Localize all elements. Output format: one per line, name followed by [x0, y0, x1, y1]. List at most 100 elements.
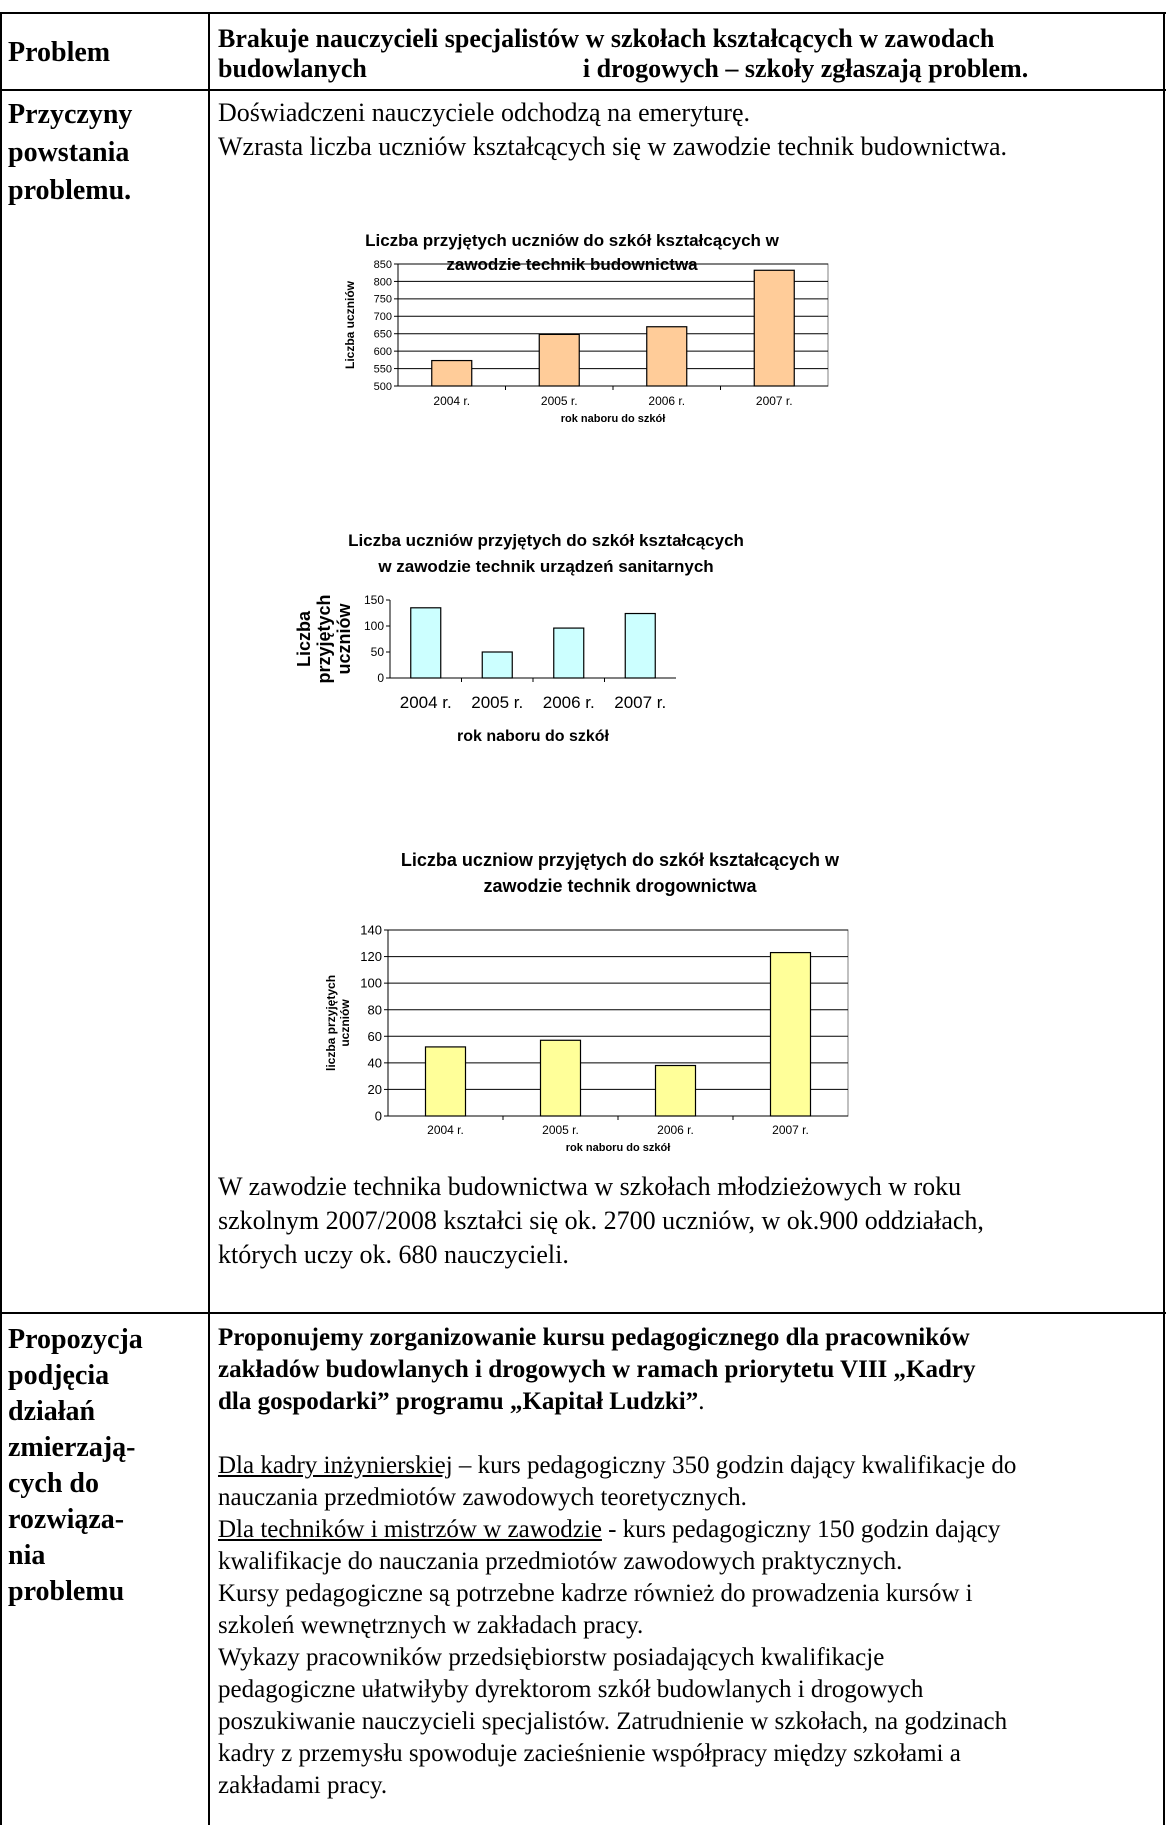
proposal-p2: Dla techników i mistrzów w zawodzie - ku… [218, 1514, 1162, 1578]
causes-summary: W zawodzie technika budownictwa w szkoła… [218, 1170, 1162, 1272]
y-tick-label: 500 [374, 381, 392, 393]
x-axis-label: rok naboru do szkół [566, 1142, 671, 1154]
proposal-p4: Wykazy pracowników przedsiębiorstw posia… [218, 1642, 1162, 1802]
x-tick-label: 2007 r. [756, 394, 793, 408]
proposal-bold-line-3a: dla gospodarki” programu „Kapitał Ludzki… [218, 1388, 699, 1415]
y-tick-label: 20 [368, 1082, 382, 1097]
bar [410, 607, 442, 679]
problem-line-2b: i drogowych – szkoły zgłaszają problem. [582, 54, 1029, 83]
proposal-p2-line-2: kwalifikacje do nauczania przedmiotów za… [218, 1548, 903, 1575]
proposal-p3: Kursy pedagogiczne są potrzebne kadrze r… [218, 1578, 1162, 1642]
proposal-p4-line-2: pedagogiczne ułatwiłyby dyrektorom szkół… [218, 1676, 924, 1703]
bar [481, 651, 513, 679]
causes-label: Przyczyny powstania problemu. [8, 96, 208, 210]
x-tick-label: 2004 r. [400, 693, 452, 712]
y-tick-label: 50 [371, 645, 385, 659]
proposal-p1-line-2: nauczania przedmiotów zawodowych teorety… [218, 1484, 747, 1511]
y-tick-label: 700 [374, 311, 392, 323]
x-tick-label: 2005 r. [542, 1123, 579, 1137]
y-tick-label: 150 [364, 593, 384, 607]
proposal-p1-rest: – kurs pedagogiczny 350 godzin dający kw… [452, 1452, 1017, 1479]
bar [769, 951, 812, 1117]
bar [553, 627, 585, 679]
proposal-p4-line-3: poszukiwanie nauczycieli specjalistów. Z… [218, 1708, 1008, 1735]
proposal-label-line-4: zmierzają- [8, 1432, 136, 1463]
proposal-bold-line-1: Proponujemy zorganizowanie kursu pedagog… [218, 1324, 970, 1351]
row-divider-2 [0, 1312, 1166, 1314]
proposal-bold: Proponujemy zorganizowanie kursu pedagog… [218, 1322, 1162, 1418]
bar [753, 269, 795, 387]
y-axis-label: przyjętych [314, 594, 334, 683]
row-divider-1 [0, 89, 1166, 91]
proposal-label-line-1: Propozycja [8, 1324, 143, 1355]
proposal-bold-line-3: dla gospodarki” programu „Kapitał Ludzki… [218, 1386, 1162, 1418]
x-tick-label: 2004 r. [427, 1123, 464, 1137]
x-tick-label: 2006 r. [543, 693, 595, 712]
proposal-label-line-5: cych do [8, 1468, 99, 1499]
y-tick-label: 550 [374, 363, 392, 375]
y-tick-label: 40 [368, 1055, 382, 1070]
chart-title-line: zawodzie technik drogownictwa [483, 876, 757, 896]
proposal-p2-line-1: Dla techników i mistrzów w zawodzie - ku… [218, 1514, 1162, 1546]
proposal-label: Propozycja podjęcia działań zmierzają- c… [8, 1322, 208, 1610]
proposal-bold-line-2: zakładów budowlanych i drogowych w ramac… [218, 1356, 976, 1383]
y-tick-label: 650 [374, 329, 392, 341]
proposal-p1-underlined: Dla kadry inżynierskiej [218, 1452, 453, 1479]
chart-budownictwa: Liczba przyjętych uczniów do szkół kszta… [330, 231, 890, 502]
bar [624, 612, 656, 679]
proposal-p1: Dla kadry inżynierskiej – kurs pedagogic… [218, 1450, 1162, 1514]
y-axis-label: uczniów [338, 999, 352, 1047]
causes-label-line-2: powstania [8, 137, 130, 168]
y-tick-label: 100 [364, 619, 384, 633]
proposal-p2-rest: - kurs pedagogiczny 150 godzin dający [601, 1516, 1001, 1543]
x-axis-label: rok naboru do szkół [457, 728, 610, 745]
x-tick-label: 2007 r. [772, 1123, 809, 1137]
causes-intro: Doświadczeni nauczyciele odchodzą na eme… [218, 96, 1162, 164]
x-tick-label: 2005 r. [471, 693, 523, 712]
bar [538, 333, 580, 387]
x-tick-label: 2006 r. [648, 394, 685, 408]
chart-title-line: Liczba uczniów przyjętych do szkół kszta… [348, 531, 744, 550]
proposal-p4-line-4: kadry z przemysłu spowoduje zacieśnienie… [218, 1740, 961, 1767]
causes-summary-line-2: szkolnym 2007/2008 kształci się ok. 2700… [218, 1206, 984, 1235]
y-tick-label: 0 [375, 1109, 382, 1124]
proposal-bold-line-3b: . [698, 1388, 705, 1415]
bar [654, 1064, 697, 1117]
y-tick-label: 140 [360, 923, 382, 938]
chart-title-line: Liczba uczniow przyjętych do szkół kszta… [401, 850, 840, 870]
proposal-p4-line-5: zakładami pracy. [218, 1772, 388, 1799]
proposal-p3-line-2: szkoleń wewnętrznych w zakładach pracy. [218, 1612, 644, 1639]
proposal-p2-underlined: Dla techników i mistrzów w zawodzie [218, 1516, 602, 1543]
x-tick-label: 2005 r. [541, 394, 578, 408]
chart-sanitarnych: Liczba uczniów przyjętych do szkół kszta… [290, 528, 850, 803]
table-right-border [1163, 12, 1165, 1825]
chart-drogownictwa: Liczba uczniow przyjętych do szkół kszta… [320, 848, 920, 1158]
causes-label-line-1: Przyczyny [8, 99, 133, 130]
bar [539, 1039, 582, 1117]
proposal-p4-line-1: Wykazy pracowników przedsiębiorstw posia… [218, 1644, 885, 1671]
causes-intro-line-1: Doświadczeni nauczyciele odchodzą na eme… [218, 98, 751, 127]
chart-drogownictwa-svg: Liczba uczniow przyjętych do szkół kszta… [324, 850, 849, 1154]
problem-line-1: Brakuje nauczycieli specjalistów w szkoł… [218, 24, 995, 53]
proposal-content: Proponujemy zorganizowanie kursu pedagog… [218, 1322, 1162, 1802]
problem-label: Problem [8, 37, 111, 68]
y-axis-label: Liczba [294, 610, 314, 667]
chart-title-line: Liczba przyjętych uczniów do szkół kszta… [365, 232, 780, 250]
y-axis-label: Liczba uczniów [343, 280, 357, 369]
y-tick-label: 80 [368, 1002, 382, 1017]
table-top-border [0, 12, 1166, 14]
y-tick-label: 100 [360, 976, 382, 991]
proposal-label-line-6: rozwiąza- [8, 1504, 125, 1535]
bar [431, 359, 473, 387]
chart-budownictwa-svg: Liczba przyjętych uczniów do szkół kszta… [343, 231, 829, 425]
proposal-label-line-8: problemu [8, 1576, 125, 1607]
y-axis-label: uczniów [334, 603, 354, 675]
problem-text: Brakuje nauczycieli specjalistów w szkoł… [218, 24, 1162, 84]
y-tick-label: 0 [377, 671, 384, 685]
problem-line-2: budowlanych i drogowych – szkoły zgłaszaj… [218, 54, 1162, 84]
causes-summary-line-1: W zawodzie technika budownictwa w szkoła… [218, 1172, 962, 1201]
y-tick-label: 60 [368, 1029, 382, 1044]
proposal-label-line-2: podjęcia [8, 1360, 110, 1391]
problem-line-2a: budowlanych [218, 54, 367, 83]
